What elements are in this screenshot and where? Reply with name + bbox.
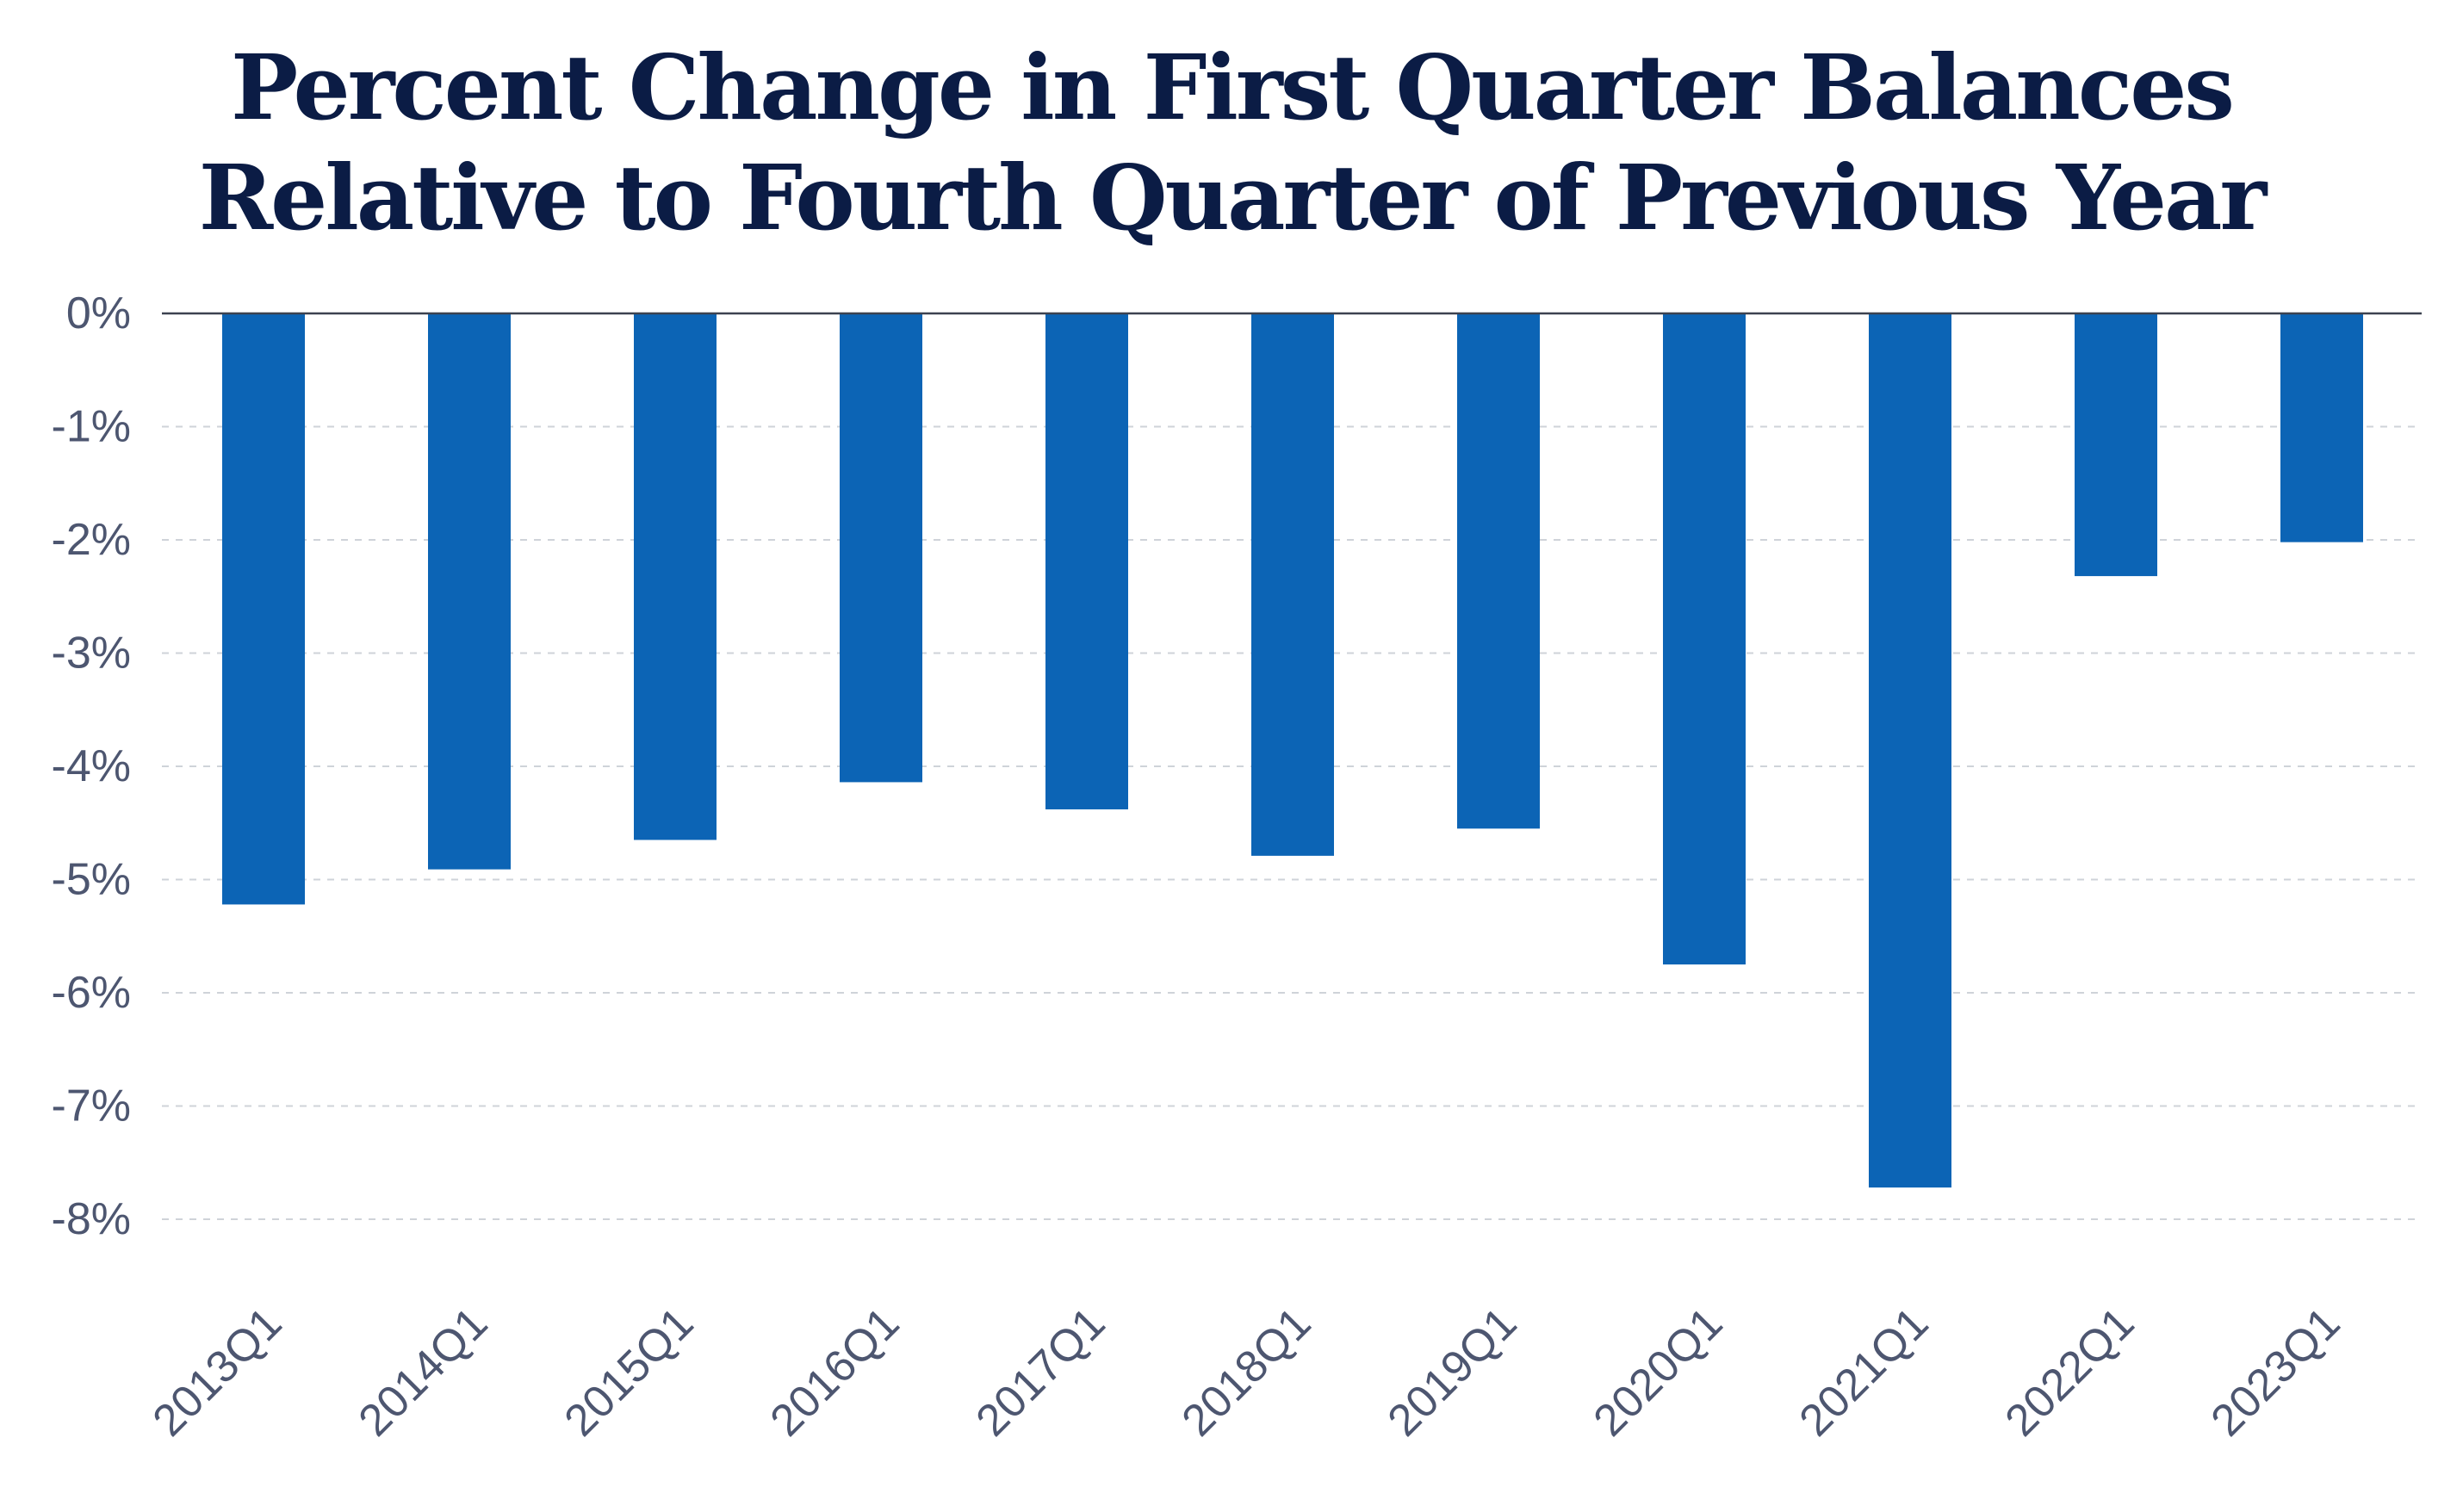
x-category-label: 2020Q1 [1585,1298,1733,1446]
bar-2015Q1 [634,313,717,840]
x-category-label: 2022Q1 [1996,1298,2144,1446]
bar-2022Q1 [2075,313,2157,577]
y-tick-label: -8% [52,1194,131,1244]
x-category-label: 2021Q1 [1790,1298,1939,1446]
chart-title: Percent Change in First Quarter Balances… [0,33,2463,253]
x-category-label: 2018Q1 [1173,1298,1321,1446]
x-category-label: 2014Q1 [350,1298,498,1446]
bar-2016Q1 [840,313,922,783]
x-category-label: 2016Q1 [761,1298,909,1446]
y-tick-label: 0% [66,288,131,338]
bar-2018Q1 [1251,313,1334,856]
y-tick-label: -4% [52,741,131,791]
bar-2017Q1 [1045,313,1128,809]
bar-2013Q1 [222,313,305,905]
chart-title-line-1: Percent Change in First Quarter Balances [231,34,2235,140]
x-category-label: 2017Q1 [967,1298,1115,1446]
x-category-label: 2023Q1 [2202,1298,2350,1446]
x-category-label: 2019Q1 [1379,1298,1527,1446]
y-tick-label: -2% [52,515,131,565]
y-tick-label: -7% [52,1081,131,1131]
y-tick-label: -3% [52,629,131,679]
y-axis-ticks: 0% -1% -2% -3% -4% -5% -6% -7% -8% [52,288,131,1244]
y-tick-label: -5% [52,855,131,905]
x-category-label: 2013Q1 [144,1298,292,1446]
bar-2023Q1 [2280,313,2363,542]
chart-title-line-2: Relative to Fourth Quarter of Previous Y… [198,145,2268,251]
y-tick-label: -6% [52,968,131,1018]
bar-2014Q1 [428,313,511,870]
y-tick-label: -1% [52,402,131,452]
x-category-label: 2015Q1 [555,1298,704,1446]
bar-2020Q1 [1663,313,1746,965]
x-axis-categories: 2013Q1 2014Q1 2015Q1 2016Q1 2017Q1 2018Q1 2019… [144,1298,2350,1446]
bar-2021Q1 [1869,313,1951,1188]
bar-2019Q1 [1457,313,1540,829]
bars [222,313,2363,1188]
